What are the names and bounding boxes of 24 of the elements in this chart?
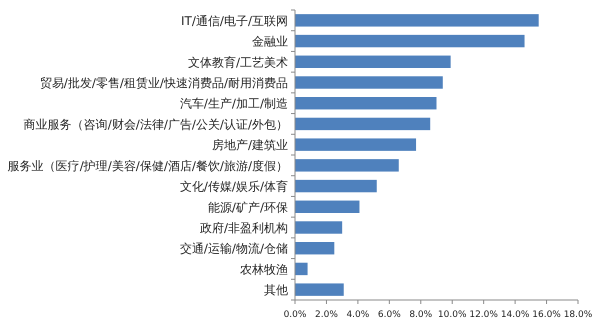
- x-tick-label: 18.0%: [564, 310, 593, 320]
- y-tick-label: 交通/运输/物流/仓储: [180, 242, 288, 256]
- y-tick-label: 政府/非盈利机构: [200, 221, 288, 235]
- x-tick-label: 14.0%: [500, 310, 530, 320]
- y-tick-label: 金融业: [252, 34, 288, 49]
- y-tick-label: 文化/传媒/娱乐/体育: [180, 180, 288, 194]
- x-tick-label: 2.0%: [315, 310, 338, 320]
- y-tick-label: 商业服务（咨询/财会/法律/广告/公关/认证/外包）: [24, 117, 288, 132]
- y-tick-label: 汽车/生产/加工/制造: [180, 96, 288, 111]
- y-tick-label: 能源/矿产/环保: [208, 200, 288, 214]
- x-tick-label: 6.0%: [378, 310, 402, 320]
- y-tick-label: 文体教育/工艺美术: [188, 55, 288, 70]
- y-tick-label: 服务业（医疗/护理/美容/保健/酒店/餐饮/旅游/度假）: [8, 158, 288, 173]
- x-tick-label: 0.0%: [284, 310, 307, 320]
- x-tick-label: 4.0%: [346, 310, 370, 320]
- y-tick-label: 房地产/建筑业: [212, 138, 288, 152]
- x-tick-label: 10.0%: [438, 310, 467, 320]
- x-tick-label: 16.0%: [532, 310, 562, 320]
- y-tick-label: 农林牧渔: [240, 262, 288, 276]
- y-tick-label: IT/通信/电子/互联网: [181, 14, 288, 28]
- x-tick-label: 12.0%: [469, 310, 498, 320]
- y-tick-label: 其他: [264, 283, 288, 298]
- y-tick-label: 贸易/批发/零售/租赁业/快速消费品/耐用消费品: [40, 76, 288, 90]
- x-tick-label: 8.0%: [409, 310, 433, 320]
